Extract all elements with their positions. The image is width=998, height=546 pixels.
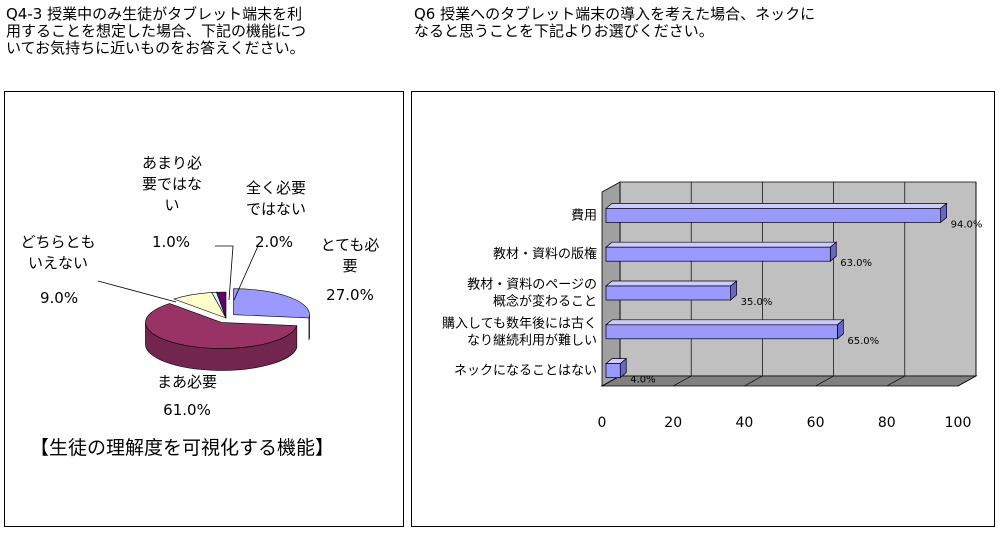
pie-chart-panel xyxy=(4,91,404,527)
bar-chart-panel xyxy=(411,91,995,527)
pie-chart-caption: 【生徒の理解度を可視化する機能】 xyxy=(30,437,335,459)
question-6-title: Q6 授業へのタブレット端末の導入を考えた場合、ネックに なると思うことを下記よ… xyxy=(414,5,816,40)
question-4-3-title: Q4-3 授業中のみ生徒がタブレット端末を利 用することを想定した場合、下記の機… xyxy=(6,5,307,57)
